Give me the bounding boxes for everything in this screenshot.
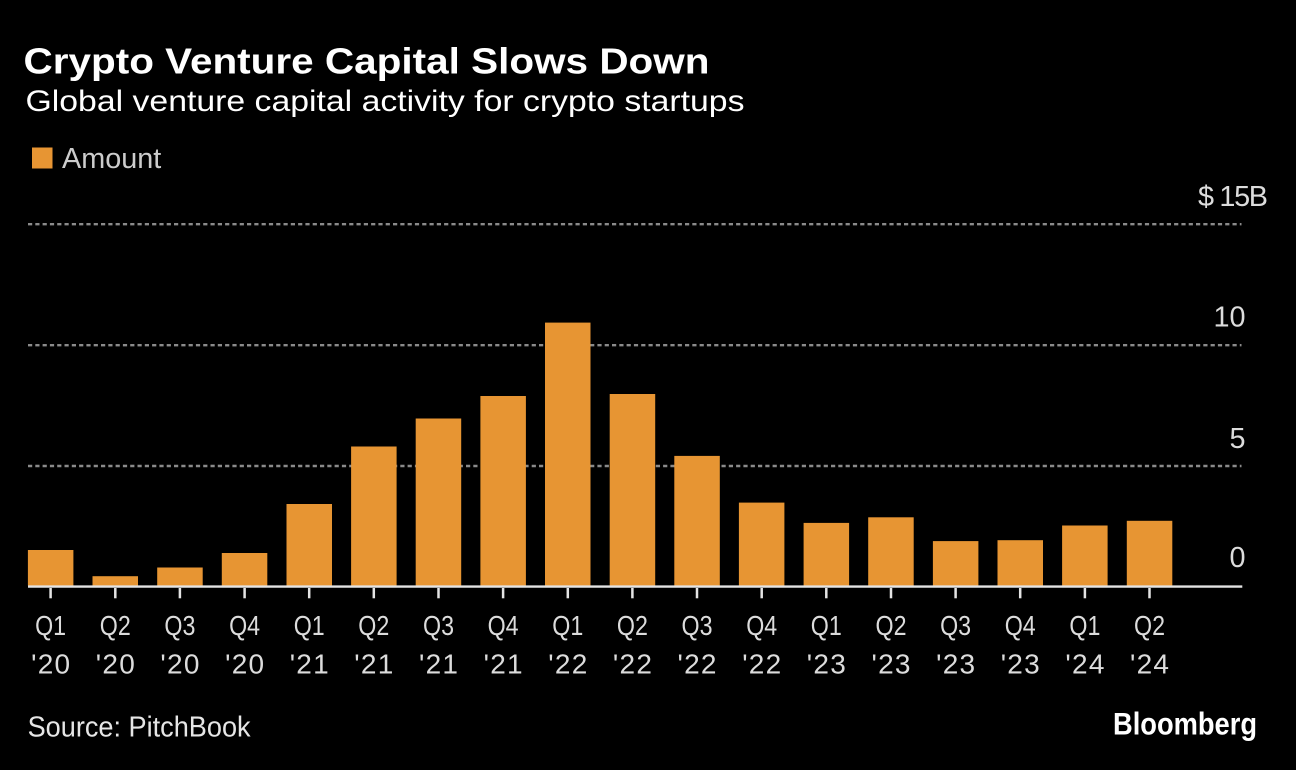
svg-text:5: 5	[1229, 423, 1245, 455]
svg-text:10: 10	[1213, 302, 1245, 334]
svg-text:'22: '22	[548, 649, 587, 680]
svg-text:Q2: Q2	[876, 610, 907, 641]
svg-text:Q2: Q2	[617, 610, 648, 641]
svg-text:'20: '20	[96, 649, 135, 680]
svg-text:Q1: Q1	[35, 610, 66, 641]
svg-text:'23: '23	[807, 649, 846, 680]
svg-text:'20: '20	[225, 649, 264, 680]
svg-text:Q2: Q2	[100, 610, 131, 641]
svg-text:'20: '20	[31, 649, 70, 680]
svg-text:'23: '23	[872, 649, 911, 680]
svg-text:Bloomberg: Bloomberg	[1113, 706, 1257, 742]
svg-text:Q1: Q1	[552, 610, 583, 641]
svg-text:'24: '24	[1065, 649, 1104, 680]
svg-text:'21: '21	[484, 649, 523, 680]
svg-text:'20: '20	[160, 649, 199, 680]
svg-text:Q2: Q2	[1134, 610, 1165, 641]
svg-text:'22: '22	[678, 649, 717, 680]
svg-text:Q4: Q4	[488, 610, 519, 641]
svg-text:Q3: Q3	[164, 610, 195, 641]
svg-text:'21: '21	[419, 649, 458, 680]
svg-text:Q2: Q2	[358, 610, 389, 641]
svg-text:Global venture capital activit: Global venture capital activity for cryp…	[26, 85, 745, 118]
svg-text:Q3: Q3	[682, 610, 713, 641]
svg-text:'21: '21	[354, 649, 393, 680]
svg-text:Amount: Amount	[62, 143, 161, 175]
svg-text:Q4: Q4	[229, 610, 260, 641]
svg-text:0: 0	[1229, 542, 1245, 574]
svg-text:Q3: Q3	[940, 610, 971, 641]
svg-text:Q4: Q4	[1005, 610, 1036, 641]
svg-text:'22: '22	[742, 649, 781, 680]
svg-text:'24: '24	[1130, 649, 1169, 680]
svg-text:$ 15B: $ 15B	[1198, 181, 1268, 213]
svg-text:'23: '23	[1001, 649, 1040, 680]
svg-text:Q1: Q1	[1069, 610, 1100, 641]
svg-text:Crypto Venture Capital Slows D: Crypto Venture Capital Slows Down	[24, 41, 710, 82]
svg-text:Q1: Q1	[811, 610, 842, 641]
svg-text:'23: '23	[936, 649, 975, 680]
svg-text:Source: PitchBook: Source: PitchBook	[28, 712, 252, 744]
svg-text:Q3: Q3	[423, 610, 454, 641]
svg-text:Q1: Q1	[294, 610, 325, 641]
svg-text:Q4: Q4	[746, 610, 777, 641]
svg-text:'22: '22	[613, 649, 652, 680]
svg-text:'21: '21	[290, 649, 329, 680]
